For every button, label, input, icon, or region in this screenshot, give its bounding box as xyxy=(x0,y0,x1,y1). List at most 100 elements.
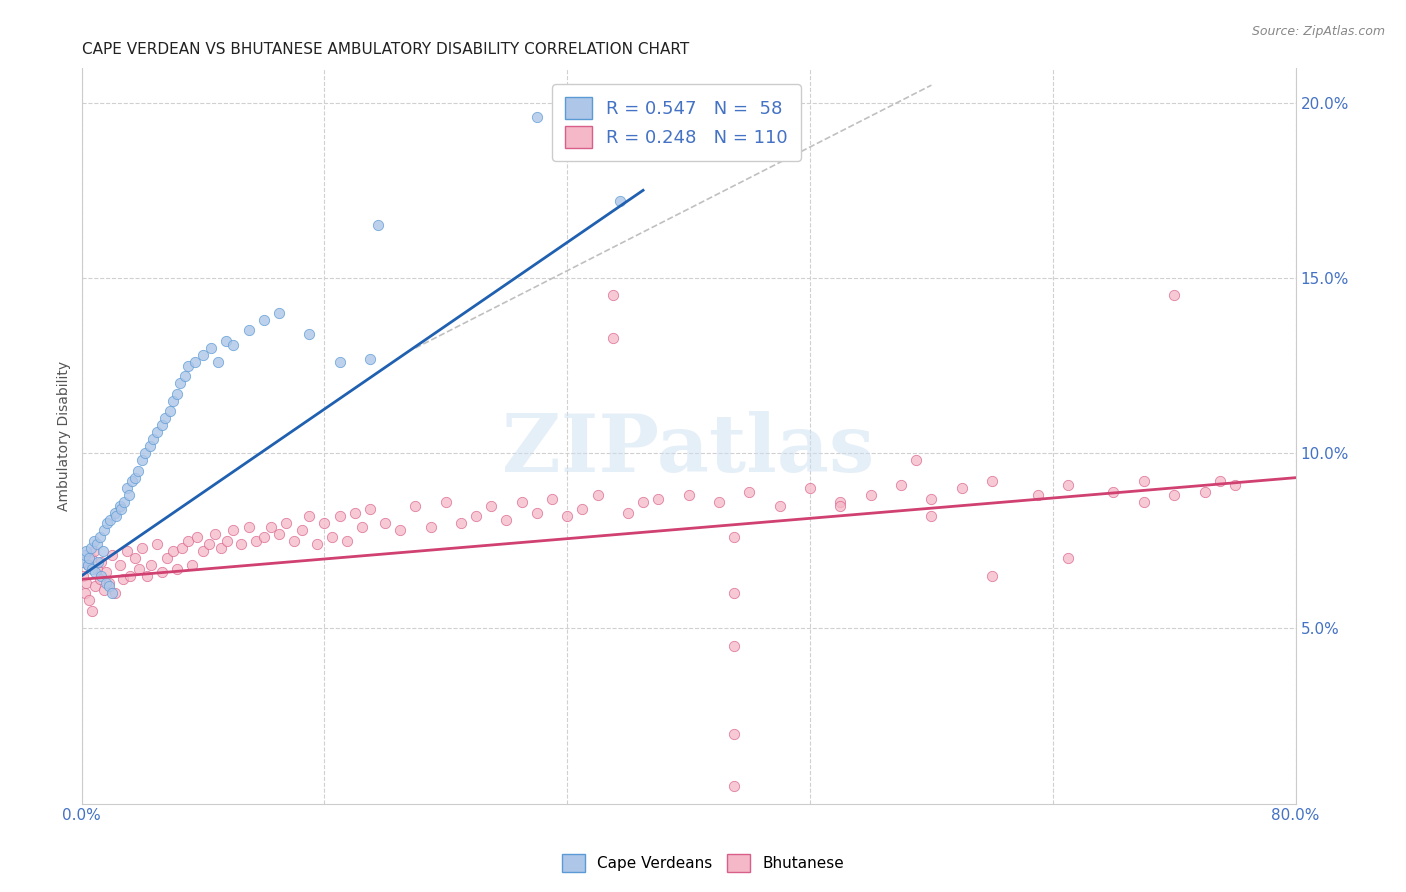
Point xyxy=(602,288,624,302)
Point xyxy=(799,481,821,495)
Y-axis label: Ambulatory Disability: Ambulatory Disability xyxy=(58,360,72,511)
Point xyxy=(479,499,502,513)
Point xyxy=(209,541,232,555)
Point xyxy=(215,334,238,348)
Point xyxy=(366,219,388,233)
Point xyxy=(186,530,208,544)
Point xyxy=(117,488,139,502)
Point xyxy=(89,530,111,544)
Point xyxy=(1223,477,1246,491)
Point xyxy=(359,351,381,366)
Point xyxy=(184,355,207,369)
Point xyxy=(245,533,267,548)
Point xyxy=(305,537,328,551)
Point xyxy=(94,575,117,590)
Point xyxy=(419,520,441,534)
Point xyxy=(198,537,221,551)
Point xyxy=(329,355,352,369)
Point xyxy=(1057,551,1080,566)
Point xyxy=(73,586,96,600)
Point xyxy=(80,551,103,566)
Point xyxy=(981,569,1004,583)
Point xyxy=(90,569,112,583)
Point xyxy=(283,533,305,548)
Point xyxy=(267,306,290,320)
Point xyxy=(84,579,107,593)
Point xyxy=(555,509,578,524)
Point xyxy=(191,544,214,558)
Point xyxy=(75,575,97,590)
Legend: Cape Verdeans, Bhutanese: Cape Verdeans, Bhutanese xyxy=(554,846,852,880)
Point xyxy=(191,348,214,362)
Point xyxy=(617,506,640,520)
Point xyxy=(93,523,115,537)
Point xyxy=(723,726,745,740)
Point xyxy=(723,530,745,544)
Point xyxy=(84,566,107,580)
Point xyxy=(86,562,108,576)
Point xyxy=(1163,288,1185,302)
Point xyxy=(1133,474,1156,488)
Point xyxy=(75,544,97,558)
Point xyxy=(830,495,852,509)
Point xyxy=(905,453,928,467)
Point xyxy=(120,569,142,583)
Point xyxy=(173,369,195,384)
Point xyxy=(93,582,115,597)
Point xyxy=(329,509,352,524)
Point xyxy=(166,562,188,576)
Point xyxy=(314,516,336,531)
Point xyxy=(142,432,165,446)
Point xyxy=(96,516,118,531)
Point xyxy=(217,533,239,548)
Point xyxy=(1209,474,1232,488)
Point xyxy=(602,330,624,344)
Point xyxy=(153,411,176,425)
Point xyxy=(80,541,103,555)
Point xyxy=(920,491,942,506)
Point xyxy=(111,572,134,586)
Point xyxy=(374,516,396,531)
Point xyxy=(678,488,700,502)
Point xyxy=(87,555,110,569)
Point xyxy=(298,509,321,524)
Point xyxy=(128,562,150,576)
Point xyxy=(124,551,146,566)
Point xyxy=(104,506,127,520)
Point xyxy=(162,544,184,558)
Point xyxy=(77,551,100,566)
Point xyxy=(389,523,412,537)
Point xyxy=(141,558,163,573)
Point xyxy=(343,506,366,520)
Point xyxy=(541,491,564,506)
Point xyxy=(1026,488,1049,502)
Point xyxy=(90,555,112,569)
Point xyxy=(253,530,276,544)
Point xyxy=(229,537,252,551)
Point xyxy=(77,593,100,607)
Point xyxy=(267,526,290,541)
Point xyxy=(707,495,730,509)
Point xyxy=(101,548,124,562)
Point xyxy=(1057,477,1080,491)
Legend: R = 0.547   N =  58, R = 0.248   N = 110: R = 0.547 N = 58, R = 0.248 N = 110 xyxy=(553,84,800,161)
Point xyxy=(76,558,98,573)
Point xyxy=(298,326,321,341)
Point xyxy=(89,572,111,586)
Point xyxy=(291,523,314,537)
Point xyxy=(510,495,533,509)
Point xyxy=(200,341,222,355)
Point xyxy=(950,481,973,495)
Point xyxy=(162,393,184,408)
Point xyxy=(336,533,359,548)
Point xyxy=(276,516,298,531)
Point xyxy=(166,386,188,401)
Point xyxy=(222,337,245,351)
Point xyxy=(83,533,105,548)
Point xyxy=(97,579,120,593)
Point xyxy=(352,520,374,534)
Point xyxy=(155,551,177,566)
Point xyxy=(82,562,104,576)
Point xyxy=(105,509,128,524)
Point xyxy=(571,502,593,516)
